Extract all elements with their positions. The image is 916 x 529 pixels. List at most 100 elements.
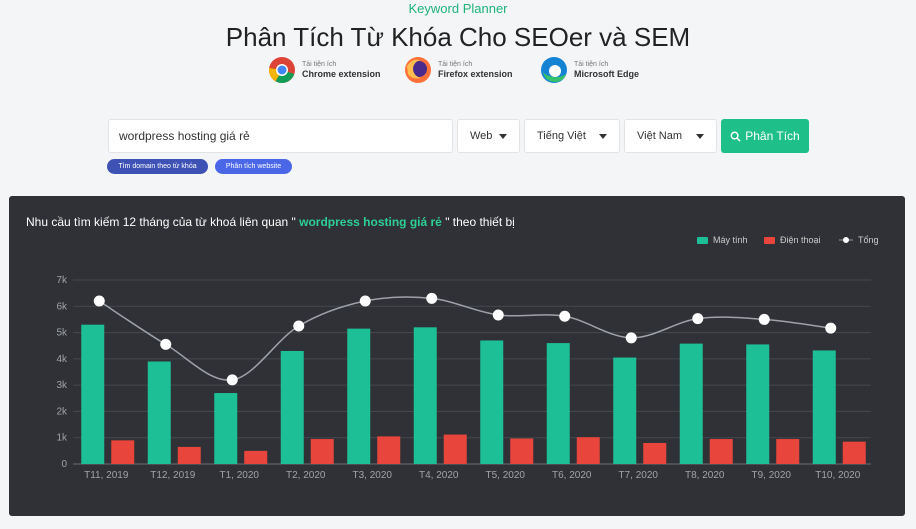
y-tick-label: 7k bbox=[56, 275, 68, 286]
bar-desktop bbox=[812, 350, 836, 464]
legend-swatch bbox=[697, 236, 708, 244]
x-tick-label: T6, 2020 bbox=[552, 470, 592, 481]
y-tick-label: 1k bbox=[56, 433, 68, 444]
chart-canvas: 0 1k 2k 3k 4k 5k 6k 7k T11, 2019 T12, 2019 T1, 202… bbox=[56, 275, 871, 481]
extension-links: Tải tiện ích Chrome extension Tải tiện í… bbox=[268, 56, 658, 84]
legend-label: Tổng bbox=[858, 235, 879, 245]
total-point bbox=[226, 374, 238, 386]
page-title: Phân Tích Từ Khóa Cho SEOer và SEM bbox=[225, 22, 691, 52]
edge-name-label: Microsoft Edge bbox=[574, 68, 640, 79]
bar-desktop bbox=[214, 393, 238, 464]
x-tick-label: T7, 2020 bbox=[619, 470, 659, 481]
legend-swatch bbox=[764, 236, 775, 244]
total-point bbox=[625, 332, 637, 344]
bar-desktop bbox=[347, 328, 371, 464]
bar-mobile bbox=[111, 440, 135, 464]
total-point bbox=[359, 295, 371, 307]
x-tick-label: T10, 2020 bbox=[815, 470, 860, 481]
total-point bbox=[426, 292, 438, 304]
bar-mobile bbox=[776, 439, 800, 464]
bar-desktop bbox=[546, 343, 570, 464]
type-select[interactable]: Web bbox=[457, 119, 520, 153]
analyze-website-pill[interactable]: Phân tích website bbox=[215, 159, 292, 174]
total-point bbox=[492, 309, 504, 321]
firefox-name-label: Firefox extension bbox=[438, 68, 513, 79]
bar-mobile bbox=[377, 436, 401, 464]
analyze-button-label: Phân Tích bbox=[745, 129, 800, 143]
total-point bbox=[293, 320, 305, 332]
chart-title: Nhu cầu tìm kiếm 12 tháng của từ khoá li… bbox=[26, 215, 515, 229]
legend-line-swatch bbox=[839, 237, 853, 243]
bar-mobile bbox=[177, 446, 201, 464]
total-point bbox=[160, 338, 172, 350]
language-select-value: Tiếng Việt bbox=[537, 130, 586, 142]
analyze-button[interactable]: Phân Tích bbox=[721, 119, 809, 153]
total-point bbox=[758, 313, 770, 325]
bar-desktop bbox=[280, 350, 304, 464]
y-tick-label: 2k bbox=[56, 406, 68, 417]
firefox-extension-link[interactable]: Tải tiện ích Firefox extension bbox=[404, 56, 522, 84]
keyword-search-input[interactable] bbox=[108, 119, 453, 153]
chrome-extension-link[interactable]: Tải tiện ích Chrome extension bbox=[268, 56, 386, 84]
app-subtitle: Keyword Planner bbox=[408, 1, 508, 16]
country-select-value: Việt Nam bbox=[637, 130, 683, 142]
firefox-icon bbox=[405, 57, 431, 83]
chart-title-prefix: Nhu cầu tìm kiếm 12 tháng của từ khoá li… bbox=[26, 215, 296, 229]
x-tick-label: T1, 2020 bbox=[220, 470, 260, 481]
total-point bbox=[559, 310, 571, 322]
bar-mobile bbox=[576, 437, 600, 464]
legend-item-mobile[interactable]: Điện thoại bbox=[764, 235, 821, 245]
edge-small-label: Tải tiện ích bbox=[574, 60, 609, 68]
bar-desktop bbox=[746, 344, 770, 464]
search-icon bbox=[730, 131, 741, 142]
country-select[interactable]: Việt Nam bbox=[624, 119, 717, 153]
x-tick-label: T3, 2020 bbox=[353, 470, 393, 481]
x-tick-label: T12, 2019 bbox=[150, 470, 195, 481]
total-point bbox=[692, 313, 704, 325]
bar-mobile bbox=[709, 439, 733, 464]
x-tick-label: T5, 2020 bbox=[486, 470, 526, 481]
bar-mobile bbox=[842, 441, 866, 464]
chart-title-keyword: wordpress hosting giá rẻ bbox=[299, 215, 442, 229]
y-tick-label: 6k bbox=[56, 301, 68, 312]
chrome-name-label: Chrome extension bbox=[302, 68, 381, 79]
chevron-down-icon bbox=[499, 133, 507, 139]
y-tick-label: 0 bbox=[61, 459, 67, 470]
x-tick-label: T9, 2020 bbox=[752, 470, 792, 481]
total-point bbox=[93, 295, 105, 307]
legend-item-desktop[interactable]: Máy tính bbox=[697, 235, 748, 245]
bar-desktop bbox=[613, 357, 637, 464]
chart-panel: Nhu cầu tìm kiếm 12 tháng của từ khoá li… bbox=[9, 196, 905, 516]
bar-mobile bbox=[643, 442, 667, 464]
legend-item-total[interactable]: Tổng bbox=[839, 235, 879, 245]
type-select-value: Web bbox=[470, 130, 493, 142]
x-tick-label: T2, 2020 bbox=[286, 470, 326, 481]
edge-icon bbox=[541, 57, 567, 83]
total-point bbox=[825, 322, 837, 334]
y-tick-label: 3k bbox=[56, 380, 68, 391]
chart-title-suffix: " theo thiết bị bbox=[445, 215, 515, 229]
bar-mobile bbox=[310, 439, 334, 464]
bar-mobile bbox=[443, 434, 467, 464]
legend-label: Điện thoại bbox=[780, 235, 821, 245]
y-tick-label: 5k bbox=[56, 328, 68, 339]
bar-desktop bbox=[679, 343, 703, 464]
chevron-down-icon bbox=[696, 133, 704, 139]
firefox-small-label: Tải tiện ích bbox=[438, 60, 473, 68]
bar-desktop bbox=[147, 361, 171, 464]
chrome-small-label: Tải tiện ích bbox=[302, 60, 337, 68]
legend-label: Máy tính bbox=[713, 235, 748, 245]
x-tick-label: T8, 2020 bbox=[685, 470, 725, 481]
chrome-icon bbox=[268, 57, 295, 84]
x-tick-label: T4, 2020 bbox=[419, 470, 459, 481]
bar-mobile bbox=[244, 450, 268, 464]
x-tick-label: T11, 2019 bbox=[84, 470, 129, 481]
edge-extension-link[interactable]: Tải tiện ích Microsoft Edge bbox=[540, 56, 658, 84]
bar-desktop bbox=[480, 340, 504, 464]
y-tick-label: 4k bbox=[56, 354, 68, 365]
bar-desktop bbox=[81, 324, 105, 464]
find-domain-pill[interactable]: Tìm domain theo từ khóa bbox=[107, 159, 208, 174]
chevron-down-icon bbox=[599, 133, 607, 139]
bar-desktop bbox=[413, 327, 437, 464]
language-select[interactable]: Tiếng Việt bbox=[524, 119, 620, 153]
